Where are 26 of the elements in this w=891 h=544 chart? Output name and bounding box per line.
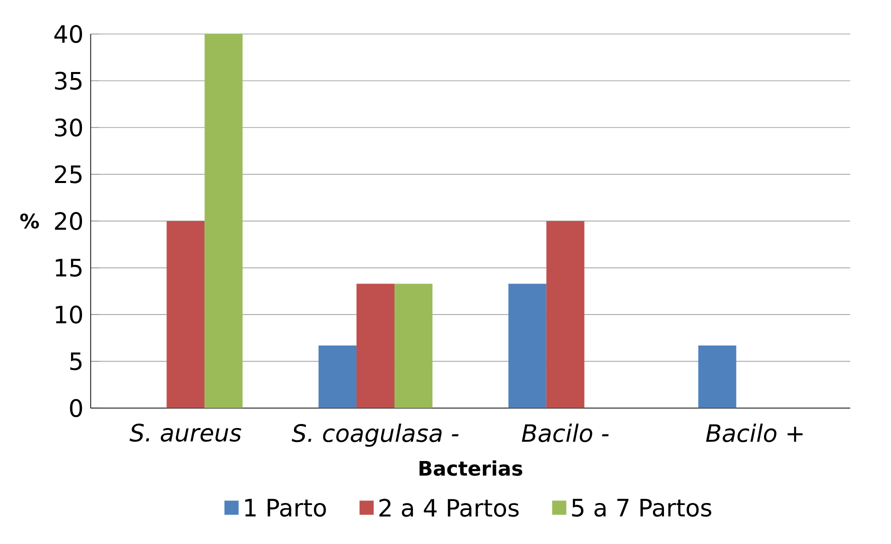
legend-label: 5 a 7 Partos	[572, 498, 712, 517]
legend-label: 1 Parto	[245, 498, 326, 517]
bar	[318, 345, 357, 408]
x-tick-label: Bacilo +	[706, 424, 803, 442]
y-tick-label: 15	[56, 258, 82, 277]
y-tick-label: 35	[55, 72, 82, 90]
legend-label: 2 a 4 Partos	[379, 498, 519, 517]
y-tick-label: 10	[56, 305, 82, 324]
x-tick-label: S. coagulasa -	[292, 424, 459, 447]
y-tick-label: 5	[70, 352, 82, 370]
y-axis-title: %	[20, 213, 39, 229]
y-tick-label: 30	[55, 118, 82, 137]
bar	[204, 34, 243, 408]
x-axis-title: Bacterias	[420, 460, 522, 476]
y-tick-label: 0	[70, 398, 82, 418]
y-tick-label: 25	[54, 165, 82, 184]
x-tick-label: S. aureus	[130, 424, 242, 442]
y-tick-label: 20	[54, 212, 82, 230]
bar	[698, 345, 736, 408]
x-tick-label: Bacilo -	[522, 424, 609, 442]
bar	[508, 284, 546, 408]
bar	[394, 284, 432, 408]
bar	[356, 284, 394, 408]
bar	[166, 220, 205, 408]
y-tick-label: 40	[54, 24, 82, 43]
bar	[546, 220, 584, 408]
